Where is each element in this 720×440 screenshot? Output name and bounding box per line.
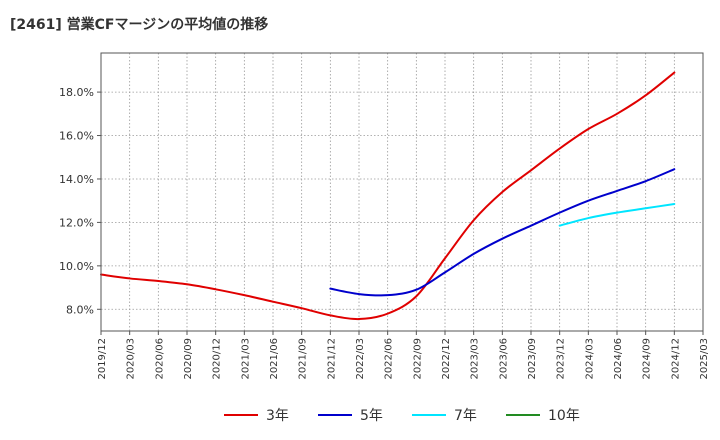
plot-frame bbox=[100, 52, 704, 332]
x-tick-label: 2021/06 bbox=[269, 338, 280, 380]
y-axis-ticks: 8.0% 10.0% 12.0% 14.0% 16.0% 18.0% bbox=[59, 86, 101, 316]
x-axis-ticks: 2019/12 2020/03 2020/06 2020/09 2020/12 2021/… bbox=[97, 331, 710, 380]
x-tick-label: 2024/12 bbox=[670, 338, 681, 380]
x-tick-label: 2022/03 bbox=[355, 338, 366, 380]
series-line-2 bbox=[558, 202, 676, 227]
series-line-1 bbox=[329, 168, 676, 297]
legend: 3年 5年 7年 10年 bbox=[224, 408, 580, 424]
x-tick-label: 2020/03 bbox=[126, 338, 137, 380]
x-tick-label: 2020/06 bbox=[154, 338, 165, 380]
x-tick-label: 2019/12 bbox=[97, 338, 108, 380]
x-tick-label: 2022/06 bbox=[384, 338, 395, 380]
grid bbox=[101, 53, 703, 331]
y-tick-label: 10.0% bbox=[59, 260, 94, 273]
x-tick-label: 2024/03 bbox=[584, 338, 595, 380]
x-tick-label: 2024/06 bbox=[613, 338, 624, 380]
x-tick-label: 2023/12 bbox=[556, 338, 567, 380]
x-tick-label: 2021/09 bbox=[298, 338, 309, 380]
legend-label: 7年 bbox=[454, 408, 477, 424]
y-tick-label: 14.0% bbox=[59, 173, 94, 186]
x-tick-label: 2025/03 bbox=[699, 338, 710, 380]
y-tick-label: 16.0% bbox=[59, 130, 94, 143]
x-tick-label: 2020/09 bbox=[183, 338, 194, 380]
y-tick-label: 8.0% bbox=[66, 303, 94, 316]
legend-label: 3年 bbox=[266, 408, 289, 424]
chart-title: [2461] 営業CFマージンの平均値の推移 bbox=[10, 17, 269, 33]
series-line-0 bbox=[100, 71, 676, 321]
x-tick-label: 2022/09 bbox=[412, 338, 423, 380]
legend-label: 10年 bbox=[548, 408, 580, 424]
x-tick-label: 2020/12 bbox=[212, 338, 223, 380]
legend-label: 5年 bbox=[360, 408, 383, 424]
x-tick-label: 2022/12 bbox=[441, 338, 452, 380]
x-tick-label: 2023/03 bbox=[470, 338, 481, 380]
y-tick-label: 18.0% bbox=[59, 86, 94, 99]
x-tick-label: 2023/09 bbox=[527, 338, 538, 380]
series-lines bbox=[100, 71, 676, 321]
x-tick-label: 2023/06 bbox=[498, 338, 509, 380]
y-tick-label: 12.0% bbox=[59, 216, 94, 229]
x-tick-label: 2021/12 bbox=[326, 338, 337, 380]
x-tick-label: 2021/03 bbox=[240, 338, 251, 380]
x-tick-label: 2024/09 bbox=[642, 338, 653, 380]
